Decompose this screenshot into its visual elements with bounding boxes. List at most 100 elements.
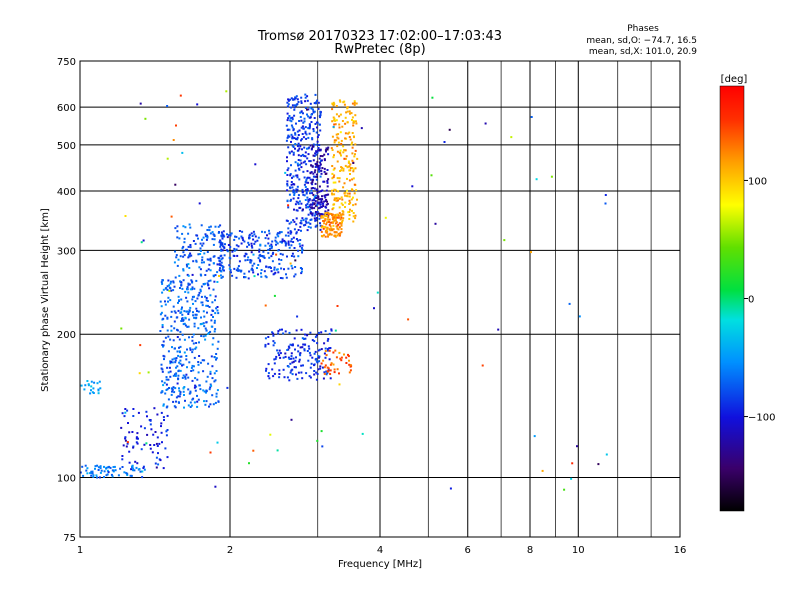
scatter-point (205, 380, 208, 383)
scatter-point (165, 434, 168, 437)
scatter-point (338, 351, 341, 354)
scatter-point (309, 192, 311, 195)
scatter-point (344, 206, 346, 208)
scatter-point (348, 359, 350, 362)
scatter-point (214, 295, 217, 298)
scatter-point (327, 235, 329, 238)
scatter-point (278, 376, 281, 379)
scatter-point (307, 198, 310, 201)
scatter-point (215, 395, 218, 398)
scatter-point (317, 134, 320, 136)
scatter-point (338, 206, 341, 209)
scatter-point (313, 155, 316, 157)
scatter-point (302, 161, 305, 164)
scatter-point (306, 108, 308, 111)
scatter-point (287, 103, 290, 106)
scatter-point (349, 208, 351, 211)
scatter-point (312, 193, 315, 196)
scatter-point (174, 276, 177, 279)
y-tick-label: 750 (57, 57, 76, 68)
scatter-point (106, 473, 109, 476)
scatter-point (324, 200, 327, 202)
scatter-point (329, 347, 332, 349)
scatter-point (305, 163, 308, 166)
scatter-point (164, 447, 167, 450)
scatter-point (124, 439, 127, 442)
scatter-point (293, 255, 296, 258)
scatter-point (570, 477, 573, 480)
scatter-point (307, 345, 310, 348)
scatter-point (324, 330, 327, 333)
scatter-point (154, 462, 157, 465)
scatter-point (190, 366, 193, 369)
scatter-point (135, 441, 138, 444)
scatter-point (119, 467, 122, 470)
scatter-point (312, 108, 314, 111)
scatter-point (321, 155, 324, 158)
scatter-point (283, 239, 286, 242)
scatter-point (131, 464, 134, 467)
scatter-point (286, 180, 289, 183)
scatter-point (289, 262, 292, 265)
y-tick-label: 75 (63, 533, 76, 544)
scatter-point (351, 189, 354, 191)
scatter-point (310, 203, 312, 206)
scatter-point (175, 357, 178, 360)
scatter-point (221, 243, 224, 246)
scatter-point (319, 365, 322, 368)
scatter-point (295, 95, 298, 98)
scatter-point (351, 167, 354, 169)
scatter-point (309, 219, 312, 221)
scatter-point (322, 205, 325, 207)
scatter-point (124, 408, 127, 410)
scatter-point (289, 199, 292, 202)
scatter-point (332, 125, 335, 128)
scatter-point (309, 144, 312, 147)
scatter-point (311, 339, 314, 342)
scatter-point (206, 251, 209, 253)
scatter-point (202, 322, 205, 325)
scatter-point (191, 336, 194, 338)
scatter-point (319, 129, 322, 132)
scatter-point (186, 265, 189, 268)
scatter-point (310, 212, 313, 215)
scatter-point (333, 123, 336, 126)
scatter-point (288, 135, 291, 138)
scatter-point (293, 208, 295, 211)
scatter-point (309, 172, 312, 175)
scatter-point (91, 470, 94, 473)
scatter-point (140, 241, 143, 244)
scatter-point (353, 183, 356, 186)
scatter-point (297, 371, 300, 374)
scatter-point (182, 374, 185, 377)
scatter-point (331, 216, 334, 219)
scatter-point (205, 329, 208, 332)
scatter-point (182, 245, 185, 248)
scatter-point (304, 160, 306, 163)
scatter-point (162, 279, 164, 282)
scatter-point (533, 435, 536, 438)
scatter-point (231, 274, 234, 277)
scatter-point (305, 179, 308, 182)
scatter-point (356, 157, 359, 160)
scatter-point (304, 343, 307, 346)
scatter-point (331, 208, 334, 211)
scatter-point (313, 373, 316, 376)
scatter-point (312, 143, 315, 146)
scatter-point (315, 219, 318, 222)
scatter-point (321, 216, 324, 219)
scatter-point (219, 242, 222, 245)
scatter-point (311, 199, 314, 202)
scatter-point (279, 356, 282, 359)
scatter-point (290, 133, 293, 136)
scatter-point (182, 363, 185, 366)
scatter-point (162, 344, 165, 347)
scatter-point (194, 242, 197, 245)
scatter-point (181, 333, 184, 336)
scatter-point (286, 189, 289, 192)
scatter-point (315, 360, 318, 363)
scatter-point (177, 377, 180, 380)
scatter-point (208, 263, 211, 266)
scatter-point (162, 404, 165, 407)
scatter-point (275, 355, 278, 358)
